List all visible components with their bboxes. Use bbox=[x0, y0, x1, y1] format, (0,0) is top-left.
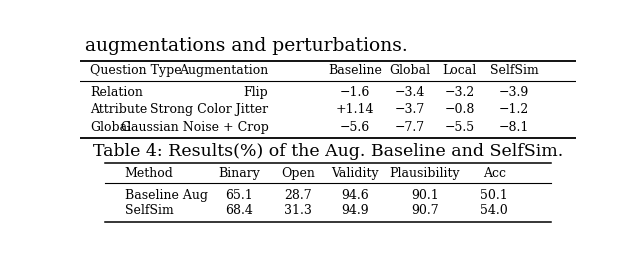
Text: Validity: Validity bbox=[332, 167, 379, 180]
Text: +1.14: +1.14 bbox=[336, 103, 374, 117]
Text: Flip: Flip bbox=[244, 86, 269, 99]
Text: Binary: Binary bbox=[218, 167, 260, 180]
Text: SelfSim: SelfSim bbox=[490, 64, 538, 77]
Text: −5.6: −5.6 bbox=[340, 121, 371, 134]
Text: 50.1: 50.1 bbox=[480, 190, 508, 203]
Text: Relation: Relation bbox=[90, 86, 143, 99]
Text: 65.1: 65.1 bbox=[225, 190, 253, 203]
Text: −3.4: −3.4 bbox=[395, 86, 425, 99]
Text: Local: Local bbox=[442, 64, 477, 77]
Text: 90.7: 90.7 bbox=[411, 204, 438, 217]
Text: −1.2: −1.2 bbox=[499, 103, 529, 117]
Text: Acc: Acc bbox=[483, 167, 506, 180]
Text: Method: Method bbox=[125, 167, 173, 180]
Text: 94.9: 94.9 bbox=[342, 204, 369, 217]
Text: 90.1: 90.1 bbox=[411, 190, 438, 203]
Text: 31.3: 31.3 bbox=[284, 204, 312, 217]
Text: −5.5: −5.5 bbox=[444, 121, 474, 134]
Text: Question Type: Question Type bbox=[90, 64, 182, 77]
Text: −3.2: −3.2 bbox=[444, 86, 475, 99]
Text: SelfSim: SelfSim bbox=[125, 204, 173, 217]
Text: −3.7: −3.7 bbox=[395, 103, 425, 117]
Text: Global: Global bbox=[90, 121, 131, 134]
Text: −0.8: −0.8 bbox=[444, 103, 475, 117]
Text: Baseline Aug: Baseline Aug bbox=[125, 190, 207, 203]
Text: Attribute: Attribute bbox=[90, 103, 147, 117]
Text: Baseline: Baseline bbox=[328, 64, 382, 77]
Text: Gaussian Noise + Crop: Gaussian Noise + Crop bbox=[120, 121, 269, 134]
Text: Open: Open bbox=[282, 167, 315, 180]
Text: −1.6: −1.6 bbox=[340, 86, 371, 99]
Text: 54.0: 54.0 bbox=[480, 204, 508, 217]
Text: Table 4: Results(%) of the Aug. Baseline and SelfSim.: Table 4: Results(%) of the Aug. Baseline… bbox=[93, 143, 563, 160]
Text: 94.6: 94.6 bbox=[341, 190, 369, 203]
Text: −8.1: −8.1 bbox=[499, 121, 529, 134]
Text: Strong Color Jitter: Strong Color Jitter bbox=[150, 103, 269, 117]
Text: Augmentation: Augmentation bbox=[179, 64, 269, 77]
Text: Global: Global bbox=[389, 64, 431, 77]
Text: augmentations and perturbations.: augmentations and perturbations. bbox=[85, 37, 408, 55]
Text: Plausibility: Plausibility bbox=[389, 167, 460, 180]
Text: 28.7: 28.7 bbox=[284, 190, 312, 203]
Text: 68.4: 68.4 bbox=[225, 204, 253, 217]
Text: −3.9: −3.9 bbox=[499, 86, 529, 99]
Text: −7.7: −7.7 bbox=[395, 121, 425, 134]
